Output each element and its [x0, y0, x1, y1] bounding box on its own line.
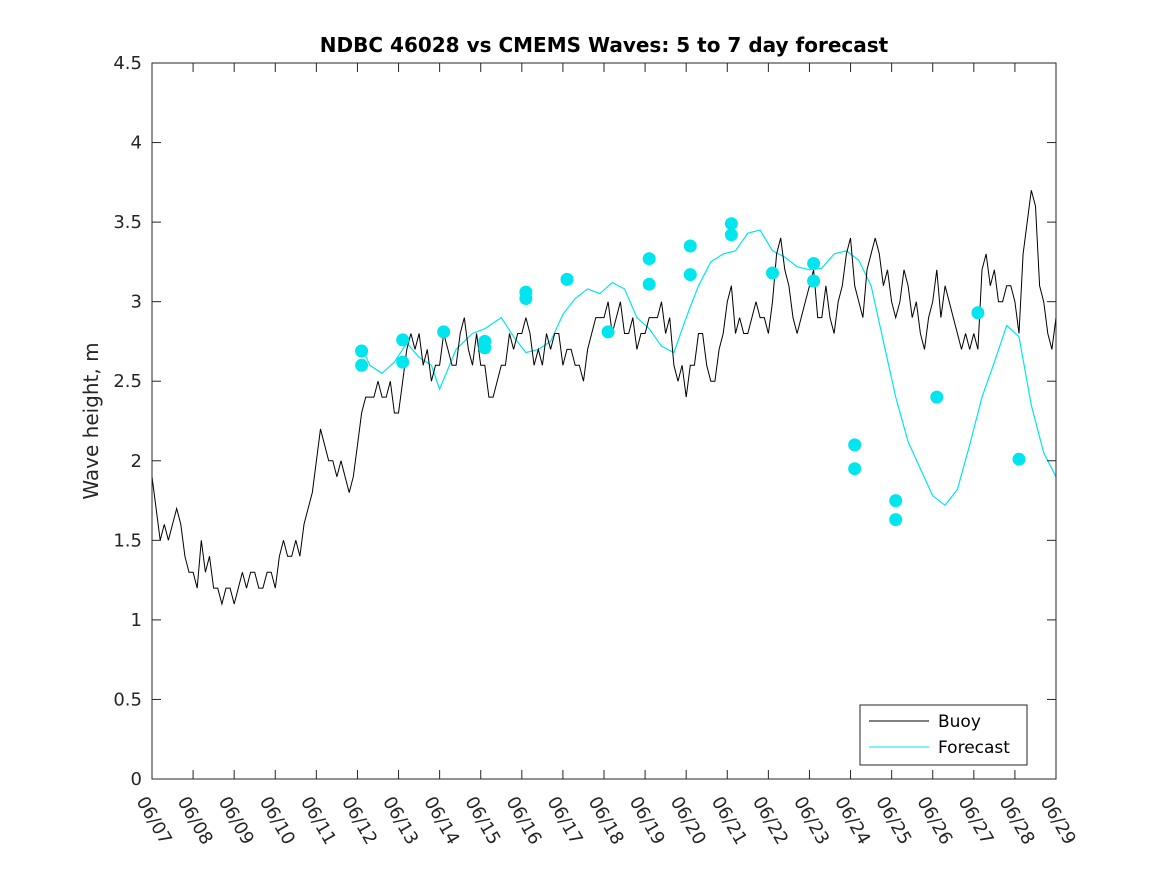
legend-buoy-label: Buoy	[938, 712, 981, 732]
y-tick-label: 1	[131, 610, 142, 631]
forecast-marker	[683, 239, 697, 253]
forecast-marker	[889, 513, 903, 527]
legend-forecast-label: Forecast	[938, 738, 1010, 758]
y-tick-label: 1.5	[113, 530, 142, 551]
forecast-markers	[355, 217, 1026, 527]
y-tick-label: 4.5	[113, 53, 142, 74]
forecast-marker	[478, 341, 492, 355]
forecast-marker	[519, 292, 533, 305]
forecast-marker	[437, 325, 451, 339]
y-tick-label: 0.5	[113, 689, 142, 710]
plot-area	[151, 190, 1057, 606]
forecast-marker	[560, 272, 574, 286]
forecast-marker	[683, 268, 697, 282]
forecast-marker	[601, 325, 615, 339]
y-tick-label: 2	[131, 451, 142, 472]
forecast-marker	[355, 358, 369, 372]
forecast-marker	[889, 494, 903, 508]
forecast-marker	[724, 228, 738, 242]
y-tick-label: 3.5	[113, 212, 142, 233]
buoy-line	[151, 190, 1057, 606]
forecast-marker	[848, 438, 862, 452]
forecast-marker	[807, 274, 821, 288]
y-axis-ticks: 0 0.5 1 1.5 2 2.5 3 3.5 4 4.5	[113, 53, 1056, 790]
forecast-marker	[930, 390, 944, 404]
forecast-marker	[355, 344, 369, 358]
chart-title: NDBC 46028 vs CMEMS Waves: 5 to 7 day fo…	[320, 33, 889, 57]
forecast-marker	[396, 333, 410, 347]
forecast-marker	[1012, 452, 1026, 466]
forecast-marker	[971, 306, 985, 320]
legend-box	[859, 704, 1028, 766]
forecast-marker	[724, 217, 738, 231]
forecast-marker	[642, 277, 656, 291]
forecast-line	[361, 229, 1057, 507]
forecast-marker	[848, 462, 862, 476]
y-axis-label: Wave height, m	[79, 342, 103, 499]
forecast-marker	[396, 355, 410, 369]
legend: Buoy Forecast	[859, 704, 1028, 766]
y-tick-label: 3	[131, 292, 142, 313]
forecast-marker	[766, 266, 779, 280]
buoy-series	[151, 190, 1057, 606]
y-tick-label: 0	[131, 769, 142, 790]
forecast-marker	[642, 252, 656, 266]
forecast-marker	[807, 257, 821, 270]
y-tick-label: 2.5	[113, 371, 142, 392]
y-tick-label: 4	[131, 133, 142, 154]
forecast-series	[361, 229, 1057, 507]
